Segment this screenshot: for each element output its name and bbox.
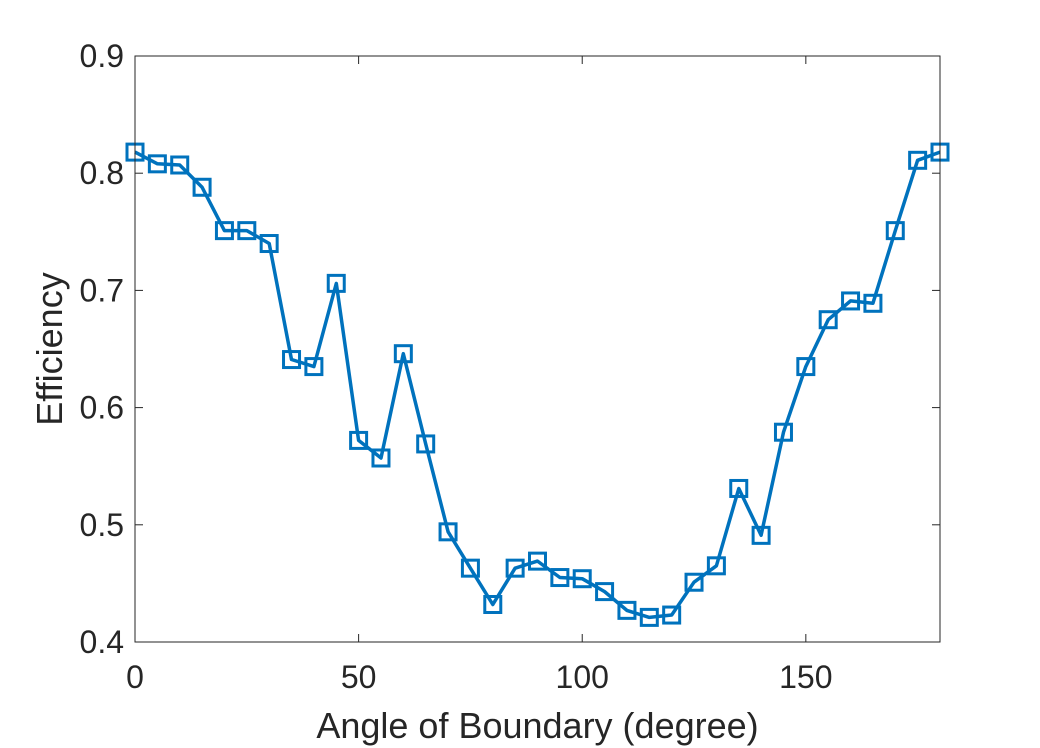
data-point-marker bbox=[572, 569, 592, 589]
data-point-marker bbox=[550, 568, 570, 588]
data-point-marker bbox=[662, 605, 682, 625]
data-point-marker bbox=[483, 594, 503, 614]
y-axis-label: Efficiency bbox=[29, 272, 70, 425]
data-point-marker bbox=[595, 582, 615, 602]
data-point-marker bbox=[349, 430, 369, 450]
x-tick-label: 100 bbox=[556, 659, 609, 695]
x-tick-label: 50 bbox=[341, 659, 377, 695]
data-point-marker bbox=[393, 344, 413, 364]
y-tick-label: 0.6 bbox=[80, 390, 124, 426]
y-tick-label: 0.4 bbox=[80, 624, 124, 660]
x-tick-label: 150 bbox=[779, 659, 832, 695]
data-point-marker bbox=[773, 422, 793, 442]
y-tick-labels: 0.4 0.5 0.6 0.7 0.8 0.9 bbox=[80, 38, 124, 660]
data-point-marker bbox=[505, 558, 525, 578]
data-point-marker bbox=[796, 357, 816, 377]
data-point-marker bbox=[617, 600, 637, 620]
plot-frame bbox=[134, 55, 941, 643]
data-point-marker bbox=[326, 273, 346, 293]
y-tick-label: 0.7 bbox=[80, 272, 124, 308]
data-point-marker bbox=[818, 310, 838, 330]
data-point-marker bbox=[416, 434, 436, 454]
data-point-marker bbox=[729, 478, 749, 498]
data-point-marker bbox=[282, 350, 302, 370]
data-point-marker bbox=[863, 293, 883, 313]
plot-area bbox=[135, 56, 940, 642]
ticks-layer bbox=[134, 55, 940, 643]
data-point-marker bbox=[170, 155, 190, 175]
data-point-marker bbox=[147, 154, 167, 174]
series-line bbox=[134, 150, 941, 620]
data-point-marker bbox=[259, 234, 279, 254]
data-point-marker bbox=[908, 150, 928, 170]
data-point-marker bbox=[684, 572, 704, 592]
y-tick-label: 0.8 bbox=[80, 155, 124, 191]
data-point-marker bbox=[214, 221, 234, 241]
data-point-marker bbox=[438, 522, 458, 542]
x-axis-label: Angle of Boundary (degree) bbox=[316, 705, 758, 746]
data-point-marker bbox=[192, 177, 212, 197]
x-tick-label: 0 bbox=[126, 659, 144, 695]
data-point-marker bbox=[237, 221, 257, 241]
data-point-marker bbox=[460, 558, 480, 578]
y-tick-label: 0.5 bbox=[80, 507, 124, 543]
data-point-marker bbox=[304, 357, 324, 377]
x-tick-labels: 0 50 100 150 bbox=[126, 659, 832, 695]
data-point-marker bbox=[751, 525, 771, 545]
data-point-marker bbox=[841, 291, 861, 311]
data-point-marker bbox=[371, 448, 391, 468]
y-tick-label: 0.9 bbox=[80, 38, 124, 74]
data-point-marker bbox=[639, 607, 659, 627]
data-point-marker bbox=[706, 556, 726, 576]
data-point-marker bbox=[885, 221, 905, 241]
data-point-marker bbox=[528, 551, 547, 571]
